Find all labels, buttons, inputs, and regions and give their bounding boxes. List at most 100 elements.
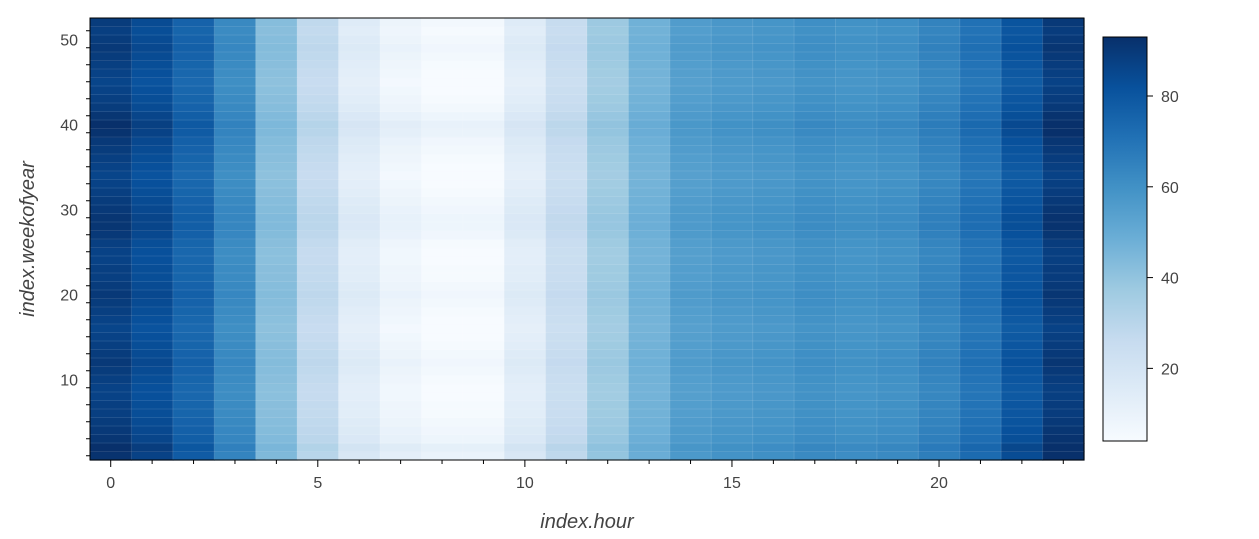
heatmap-cell (421, 409, 464, 419)
heatmap-cell (297, 290, 340, 300)
heatmap-cell (172, 366, 215, 376)
heatmap-cell (876, 43, 919, 53)
heatmap-cell (918, 349, 961, 359)
heatmap-cell (297, 94, 340, 104)
heatmap-cell (1042, 315, 1085, 325)
heatmap-cell (90, 111, 133, 121)
heatmap-cell (421, 281, 464, 291)
heatmap-cell (504, 162, 547, 172)
heatmap-cell (297, 264, 340, 274)
heatmap-cell (669, 409, 712, 419)
heatmap-cell (835, 426, 878, 436)
heatmap-cell (628, 145, 671, 155)
heatmap-cell (379, 26, 422, 36)
heatmap-cell (338, 341, 381, 351)
heatmap-cell (876, 137, 919, 147)
heatmap-cell (172, 383, 215, 393)
heatmap-cell (545, 52, 588, 62)
heatmap-cell (545, 307, 588, 317)
heatmap-cell (338, 26, 381, 36)
heatmap-cell (794, 137, 837, 147)
heatmap-cell (794, 426, 837, 436)
heatmap-cell (1001, 69, 1044, 79)
heatmap-cell (918, 341, 961, 351)
heatmap-cell (1001, 77, 1044, 87)
heatmap-cell (297, 103, 340, 113)
heatmap-cell (628, 60, 671, 70)
heatmap-cell (462, 451, 505, 461)
heatmap-cell (462, 434, 505, 444)
heatmap-cell (90, 213, 133, 223)
heatmap-cell (918, 290, 961, 300)
heatmap-cell (462, 409, 505, 419)
heatmap-cell (1042, 451, 1085, 461)
heatmap-cell (255, 332, 298, 342)
heatmap-cell (752, 154, 795, 164)
heatmap-cell (462, 230, 505, 240)
heatmap-cell (545, 366, 588, 376)
heatmap-cell (794, 298, 837, 308)
heatmap-cell (379, 230, 422, 240)
heatmap-cell (587, 43, 630, 53)
heatmap-cell (462, 43, 505, 53)
heatmap-cell (959, 145, 1002, 155)
heatmap-cell (835, 137, 878, 147)
heatmap-cell (297, 417, 340, 427)
heatmap-cell (1042, 383, 1085, 393)
heatmap-cell (504, 434, 547, 444)
heatmap-cell (876, 26, 919, 36)
heatmap-cell (297, 162, 340, 172)
heatmap-cell (379, 341, 422, 351)
heatmap-cell (338, 273, 381, 283)
heatmap-cell (545, 349, 588, 359)
heatmap-cell (835, 94, 878, 104)
heatmap-cell (297, 35, 340, 45)
heatmap-cell (587, 86, 630, 96)
heatmap-cell (338, 307, 381, 317)
heatmap-cell (1042, 417, 1085, 427)
heatmap-cell (338, 392, 381, 402)
heatmap-cell (462, 103, 505, 113)
heatmap-cell (214, 18, 257, 28)
heatmap-cell (835, 162, 878, 172)
heatmap-cell (421, 358, 464, 368)
heatmap-cell (421, 426, 464, 436)
heatmap-cell (214, 324, 257, 334)
heatmap-cell (90, 392, 133, 402)
heatmap-cell (876, 128, 919, 138)
heatmap-cell (628, 349, 671, 359)
heatmap-cell (90, 52, 133, 62)
heatmap-cell (669, 162, 712, 172)
heatmap-cell (379, 18, 422, 28)
heatmap-cell (669, 417, 712, 427)
heatmap-cell (421, 366, 464, 376)
heatmap-cell (504, 417, 547, 427)
heatmap-cell (711, 18, 754, 28)
heatmap-cell (628, 451, 671, 461)
heatmap-cell (835, 366, 878, 376)
heatmap-cell (172, 443, 215, 453)
heatmap-cell (669, 230, 712, 240)
heatmap-cell (90, 196, 133, 206)
heatmap-cell (338, 86, 381, 96)
heatmap-cell (90, 69, 133, 79)
heatmap-cell (421, 154, 464, 164)
heatmap-cell (752, 179, 795, 189)
heatmap-cell (835, 205, 878, 215)
heatmap-cell (338, 315, 381, 325)
heatmap-cell (1042, 179, 1085, 189)
heatmap-cell (462, 145, 505, 155)
heatmap-cell (835, 103, 878, 113)
heatmap-cell (297, 18, 340, 28)
heatmap-cell (959, 120, 1002, 130)
heatmap-cell (794, 247, 837, 257)
heatmap-cell (545, 171, 588, 181)
heatmap-cell (752, 349, 795, 359)
heatmap-cell (587, 77, 630, 87)
heatmap-cell (297, 426, 340, 436)
heatmap-cell (835, 443, 878, 453)
heatmap-cell (504, 137, 547, 147)
heatmap-cell (794, 120, 837, 130)
heatmap-cell (338, 324, 381, 334)
heatmap-cell (90, 307, 133, 317)
